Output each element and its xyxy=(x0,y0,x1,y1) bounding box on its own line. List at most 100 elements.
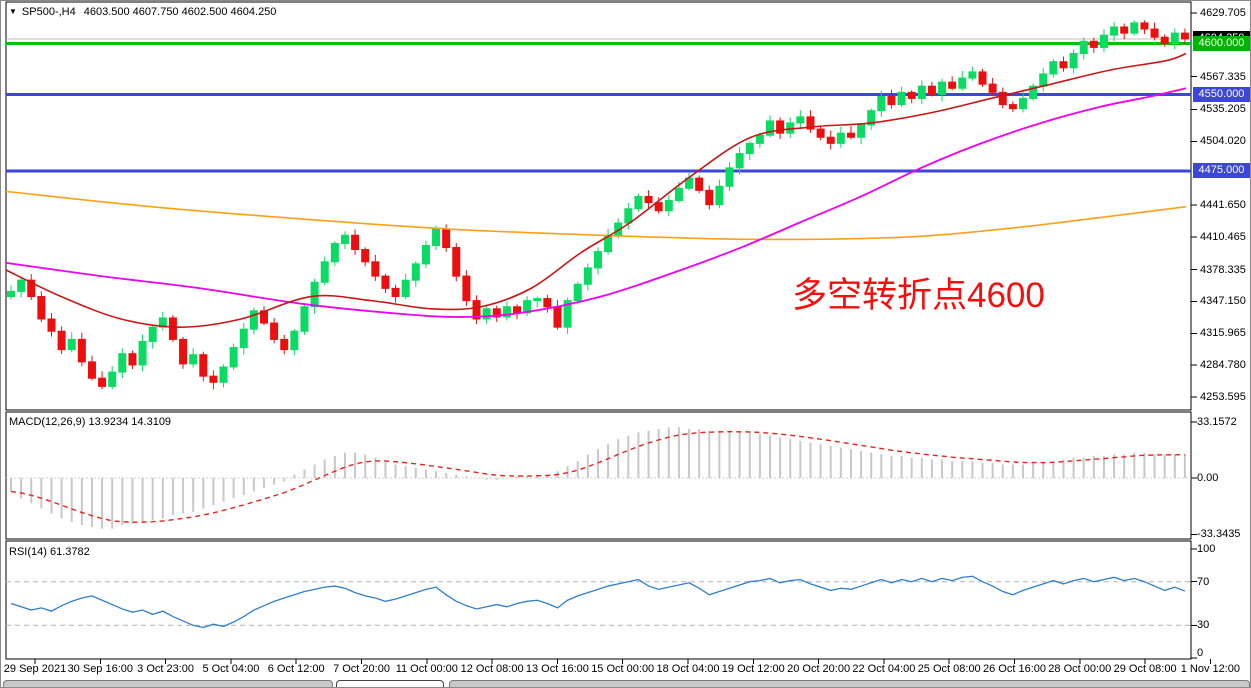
candle-body xyxy=(249,310,258,330)
symbol-period-label: SP500-,H4 xyxy=(21,6,76,18)
candle-body xyxy=(98,377,107,387)
candle-body xyxy=(199,354,208,377)
candle-body xyxy=(108,371,117,387)
candle-body xyxy=(927,85,936,95)
candle-body xyxy=(1089,40,1098,48)
candle-body xyxy=(583,267,592,285)
candle-body xyxy=(17,279,26,292)
candle-body xyxy=(958,77,967,89)
candle-body xyxy=(1008,104,1017,110)
candle-body xyxy=(1079,40,1088,55)
candle-body xyxy=(523,300,532,314)
candle-body xyxy=(1130,22,1139,34)
candle-body xyxy=(1160,36,1169,44)
candle-body xyxy=(67,338,76,351)
candle-body xyxy=(907,91,916,99)
candle-body xyxy=(968,71,977,79)
candle-body xyxy=(998,91,1007,106)
macd-label: MACD(12,26,9) 13.9234 14.3109 xyxy=(9,416,172,428)
symbol-dropdown-icon[interactable]: ▼ xyxy=(9,7,17,16)
candle-body xyxy=(796,116,805,124)
chart-tab-left[interactable] xyxy=(3,680,333,687)
candle-body xyxy=(674,187,683,202)
candle-body xyxy=(432,228,441,246)
candle-body xyxy=(1069,53,1078,69)
ma-line-magenta xyxy=(5,87,1187,318)
candle-body xyxy=(1120,26,1129,34)
rsi-line xyxy=(10,575,1186,629)
candle-body xyxy=(826,136,835,144)
main-panel-border xyxy=(5,1,1192,411)
candle-body xyxy=(846,132,855,138)
candle-body xyxy=(857,124,866,138)
candle-body xyxy=(168,317,177,340)
annotation-text: 多空转折点4600 xyxy=(792,276,1045,315)
candle-body xyxy=(492,308,501,318)
candle-body xyxy=(644,195,653,204)
candle-body xyxy=(280,338,289,351)
candle-body xyxy=(158,317,167,328)
chart-tab-active[interactable] xyxy=(336,680,444,687)
candle-body xyxy=(179,338,188,365)
candle-body xyxy=(401,279,410,298)
candle-body xyxy=(664,200,673,212)
candle-body xyxy=(513,306,521,314)
candle-body xyxy=(563,300,572,328)
candle-body xyxy=(482,308,491,320)
chart-header: ▼ SP500-,H4 4603.500 4607.750 4602.500 460… xyxy=(9,6,276,18)
candle-body xyxy=(1170,32,1179,44)
candle-body xyxy=(978,71,987,85)
candle-body xyxy=(776,120,785,134)
candle-body xyxy=(189,354,198,365)
candle-body xyxy=(836,132,845,144)
candle-body xyxy=(806,116,815,130)
macd-panel-border xyxy=(5,411,1192,540)
candle-body xyxy=(766,120,774,136)
candle-body xyxy=(320,261,329,283)
candle-body xyxy=(340,234,349,244)
candle-body xyxy=(411,263,420,281)
candle-body xyxy=(1180,32,1189,40)
candle-body xyxy=(128,353,137,366)
candle-body xyxy=(87,361,96,379)
candle-body xyxy=(948,81,957,89)
candle-body xyxy=(553,306,562,328)
candle-body xyxy=(148,326,157,342)
candle-body xyxy=(938,81,947,95)
candle-body xyxy=(1110,26,1119,36)
candle-body xyxy=(634,195,643,210)
macd-signal-line xyxy=(10,430,1185,523)
candle-body xyxy=(1099,34,1108,48)
candle-body xyxy=(533,298,542,302)
candle-body xyxy=(462,275,471,302)
candle-body xyxy=(351,234,360,251)
candle-body xyxy=(897,91,906,106)
candle-body xyxy=(219,366,228,383)
candle-body xyxy=(472,300,481,320)
candle-body xyxy=(138,340,147,366)
candle-body xyxy=(624,208,633,224)
rsi-panel-border xyxy=(5,540,1192,660)
candle-body xyxy=(1029,85,1038,99)
candle-body xyxy=(502,306,511,318)
candle-body xyxy=(705,189,714,206)
candle-body xyxy=(715,185,724,206)
candle-body xyxy=(1049,61,1058,75)
candle-body xyxy=(361,249,370,263)
candle-body xyxy=(593,251,602,269)
candle-body xyxy=(573,283,582,302)
candle-body xyxy=(755,134,764,144)
candle-body xyxy=(452,247,461,277)
candle-body xyxy=(1039,73,1048,87)
candle-body xyxy=(725,167,734,187)
candle-body xyxy=(118,353,127,373)
candle-body xyxy=(229,347,238,368)
rsi-label: RSI(14) 61.3782 xyxy=(9,546,90,558)
candle-body xyxy=(1019,97,1027,110)
candle-body xyxy=(816,128,825,138)
candle-body xyxy=(442,228,451,249)
candle-body xyxy=(270,322,279,340)
chart-tab-right[interactable] xyxy=(449,680,1250,687)
